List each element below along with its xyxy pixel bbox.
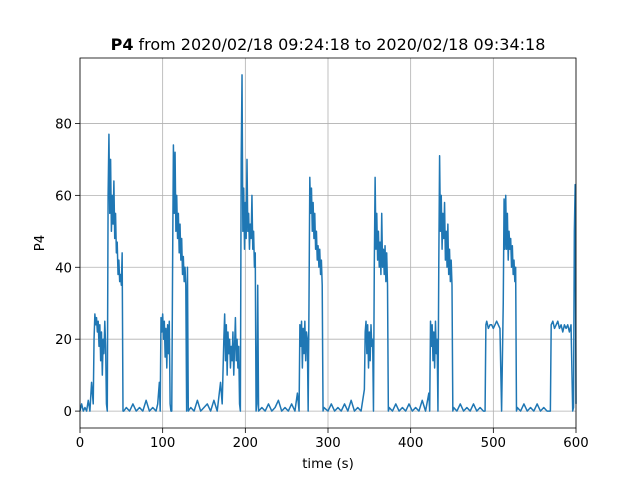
- y-tick-label: 80: [55, 117, 72, 132]
- data-line: [79, 74, 577, 412]
- x-axis-label: time (s): [302, 457, 354, 472]
- x-tick-label: 400: [398, 436, 423, 451]
- x-tick-label: 100: [150, 436, 175, 451]
- title-bold: P4: [111, 35, 134, 54]
- chart-title: P4 from 2020/02/18 09:24:18 to 2020/02/18…: [111, 35, 546, 54]
- x-tick-label: 0: [76, 436, 84, 451]
- y-tick-label: 0: [64, 405, 72, 420]
- x-tick-label: 600: [563, 436, 588, 451]
- x-tick-label: 300: [315, 436, 340, 451]
- y-tick-label: 60: [55, 189, 72, 204]
- x-tick-label: 500: [481, 436, 506, 451]
- title-text: from 2020/02/18 09:24:18 to 2020/02/18 0…: [138, 35, 545, 54]
- plot-frame: [79, 57, 577, 429]
- y-tick-label: 40: [55, 261, 72, 276]
- x-tick-label: 200: [233, 436, 258, 451]
- y-tick-label: 20: [55, 333, 72, 348]
- y-axis-label: P4: [33, 235, 48, 251]
